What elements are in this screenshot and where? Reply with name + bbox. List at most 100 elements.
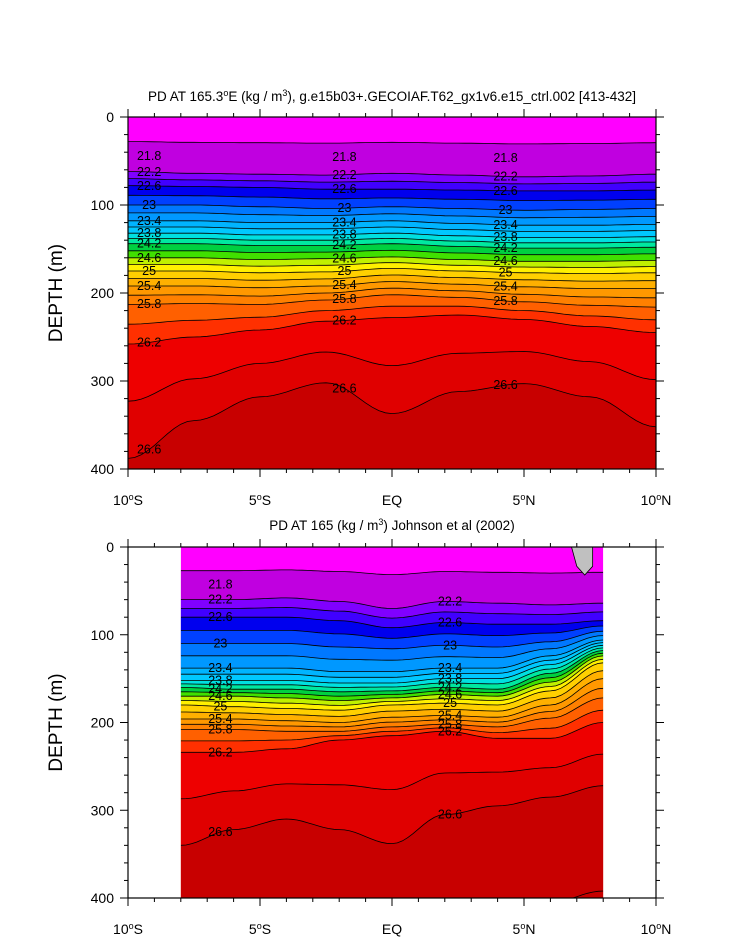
contour-label: 23.4 (493, 218, 517, 232)
isopycnal-line (180, 635, 604, 661)
x-tick-label: 10oS (113, 921, 143, 937)
isopycnal-line (128, 249, 656, 256)
contour-label: 25.8 (332, 292, 356, 306)
isopycnal-line (128, 232, 656, 238)
contour-label: 25.4 (137, 279, 161, 293)
contour-label: 24.2 (137, 237, 161, 251)
isopycnal-line (128, 212, 656, 219)
missing-data-mask (571, 547, 594, 576)
contour-label: 24.2 (332, 238, 356, 252)
contour-label: 22.6 (438, 616, 462, 630)
contour-label: 25.4 (332, 278, 356, 292)
x-tick-label: 10oN (641, 921, 672, 937)
contour-field (180, 547, 604, 898)
x-tick-label-part: 10 (113, 921, 129, 937)
isopycnal-line (180, 616, 604, 629)
x-tick-label-part: 10 (641, 921, 657, 937)
contour-label: 23.8 (438, 672, 462, 686)
contour-label: 26.6 (332, 381, 356, 395)
isopycnal-line (128, 351, 656, 402)
isopycnal-line (128, 256, 656, 262)
y-axis-label: DEPTH (m) (46, 244, 67, 342)
x-tick-label-part: N (661, 492, 671, 508)
y-tick-label: 300 (91, 802, 115, 818)
y-tick-label: 0 (106, 109, 114, 125)
isopycnal-line (180, 678, 604, 723)
isopycnal-line (180, 630, 604, 650)
isopycnal-line (128, 237, 656, 244)
no-data-region (128, 547, 181, 898)
contour-label: 25.4 (208, 712, 232, 726)
isopycnal-line (128, 185, 656, 192)
isopycnal-line (128, 178, 656, 185)
isopycnal-line (180, 569, 604, 575)
contour-label: 23.8 (137, 226, 161, 240)
contour-label: 24.2 (493, 241, 517, 255)
x-tick-label: 5oS (249, 492, 271, 508)
contour-label: 24.6 (332, 251, 356, 265)
x-tick-label-part: 10 (113, 492, 129, 508)
density-band (572, 891, 604, 898)
chart-title-part: 3 (282, 88, 287, 98)
isopycnal-line (180, 652, 604, 697)
contour-label: 24.6 (493, 254, 517, 268)
isopycnal-line (128, 243, 656, 249)
isopycnal-line (128, 281, 656, 289)
y-tick-label: 0 (106, 539, 114, 555)
contour-label: 23.8 (493, 230, 517, 244)
contour-label: 21.8 (493, 151, 517, 165)
x-tick-label-part: o (656, 921, 661, 931)
isopycnal-line (180, 644, 604, 684)
x-tick-label: 5oS (249, 921, 271, 937)
contour-label: 23 (338, 201, 352, 215)
contour-label: 23 (443, 638, 457, 652)
isopycnal-line (128, 220, 656, 226)
x-tick-label-part: o (257, 492, 262, 502)
isopycnal-line (128, 194, 656, 201)
chart-title-part: PD AT 165.3 (148, 89, 223, 104)
isopycnal-line (180, 642, 604, 678)
chart-title: PD AT 165 (kg / m3) Johnson et al (2002) (269, 517, 514, 533)
y-tick-label: 200 (91, 285, 115, 301)
chart-title-part: o (223, 88, 228, 98)
density-band (180, 785, 604, 898)
no-data-region (603, 547, 656, 898)
contour-label: 22.2 (208, 593, 232, 607)
contour-label: 23.8 (332, 228, 356, 242)
y-tick-label: 100 (91, 197, 115, 213)
x-tick-label-part: N (661, 921, 671, 937)
contour-label: 25 (142, 264, 156, 278)
isopycnal-line (128, 305, 656, 325)
isopycnal-line (180, 597, 604, 609)
isopycnal-line (128, 287, 656, 299)
isopycnal-line (180, 650, 604, 693)
x-tick-label-part: o (129, 921, 134, 931)
x-tick-label-part: EQ (382, 921, 402, 937)
isopycnal-line (180, 709, 604, 742)
x-tick-label: EQ (382, 492, 402, 508)
x-tick-label-part: S (262, 492, 271, 508)
isopycnal-line (128, 382, 656, 459)
contour-label: 22.2 (493, 170, 517, 184)
isopycnal-line (180, 687, 604, 728)
contour-label: 23.4 (438, 661, 462, 675)
contour-label: 25 (499, 265, 513, 279)
contour-label: 22.2 (438, 594, 462, 608)
isopycnal-line (180, 639, 604, 672)
chart-title-part: E (kg / m (228, 89, 282, 104)
contour-label: 22.2 (137, 165, 161, 179)
contour-label: 24.6 (208, 689, 232, 703)
isopycnal-line (128, 226, 656, 232)
x-tick-label-part: 5 (249, 921, 257, 937)
x-tick-label-part: S (134, 492, 143, 508)
y-tick-label: 300 (91, 373, 115, 389)
contour-label: 26.2 (332, 314, 356, 328)
contour-label: 25.4 (493, 279, 517, 293)
contour-label: 26.6 (493, 378, 517, 392)
isopycnal-line (128, 274, 656, 282)
contour-label: 24.6 (137, 251, 161, 265)
isopycnal-line (180, 670, 604, 717)
x-tick-label-part: S (262, 921, 271, 937)
contour-label: 23.4 (137, 214, 161, 228)
contour-label: 26.2 (438, 724, 462, 738)
